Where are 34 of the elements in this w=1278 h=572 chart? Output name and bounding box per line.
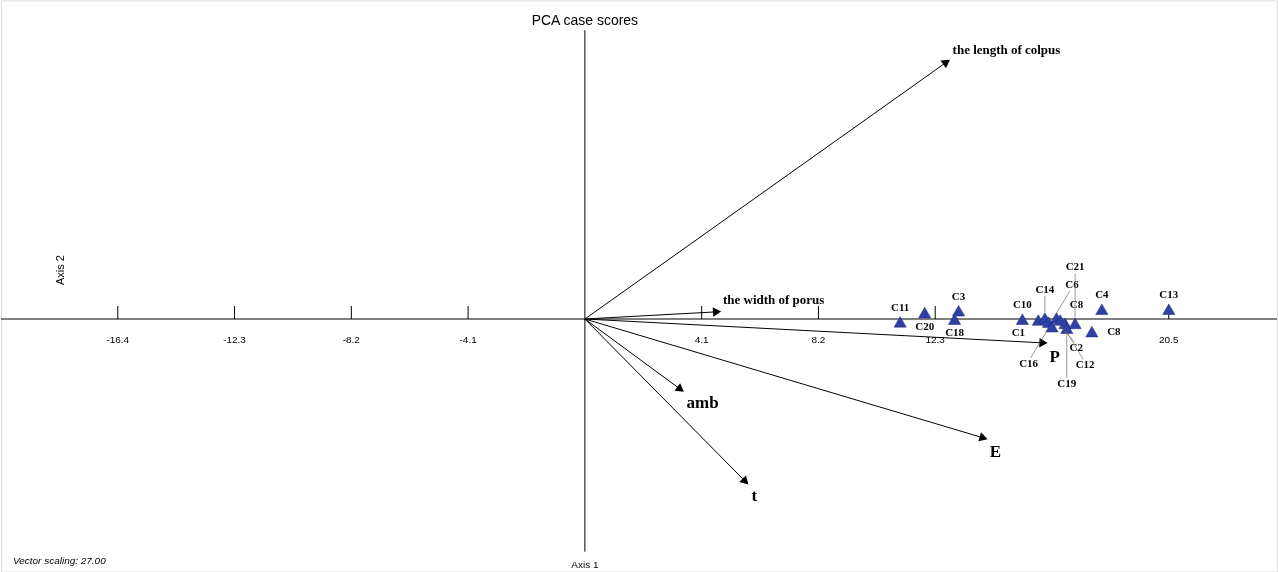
annotation: C11 bbox=[891, 300, 910, 313]
text: Axis 1 bbox=[571, 558, 599, 570]
annotation: C4 bbox=[1095, 288, 1110, 301]
annotation: C2 bbox=[1069, 340, 1084, 353]
series-label: the length of colpus bbox=[952, 42, 1061, 58]
x-tick-label: -8.2 bbox=[342, 333, 361, 345]
x-tick-label: -12.3 bbox=[223, 333, 247, 345]
x-tick-label: 4.1 bbox=[694, 333, 710, 345]
annotation: C18 bbox=[945, 326, 965, 339]
x-tick-label: 20.5 bbox=[1159, 333, 1179, 345]
series-label: E bbox=[989, 441, 1001, 461]
x-tick-label: -4.1 bbox=[459, 333, 478, 345]
series-label: the width of porus bbox=[723, 291, 825, 307]
annotation: C21 bbox=[1065, 260, 1085, 273]
x-tick-label: -16.4 bbox=[106, 333, 130, 345]
series-label: amb bbox=[686, 393, 719, 413]
annotation: C8 bbox=[1107, 324, 1122, 337]
annotation: C20 bbox=[915, 319, 935, 332]
y-axis-title: Axis 2 bbox=[53, 255, 66, 285]
annotation: C6 bbox=[1065, 277, 1080, 290]
annotation: C16 bbox=[1019, 357, 1039, 370]
annotation: C8 bbox=[1069, 298, 1084, 310]
series-label: P bbox=[1049, 346, 1060, 366]
annotation: C12 bbox=[1075, 358, 1096, 371]
annotation: C13 bbox=[1159, 288, 1179, 301]
annotation: C14 bbox=[1035, 283, 1055, 296]
text: Vector scaling: 27.00 bbox=[12, 554, 107, 566]
annotation: C10 bbox=[1012, 298, 1033, 311]
annotation: C1 bbox=[1011, 326, 1026, 339]
annotation: C19 bbox=[1057, 377, 1077, 390]
series-label: t bbox=[751, 485, 758, 505]
annotation: C3 bbox=[951, 289, 966, 302]
x-tick-label: 8.2 bbox=[811, 333, 826, 345]
chart-title: PCA case scores bbox=[531, 12, 639, 29]
